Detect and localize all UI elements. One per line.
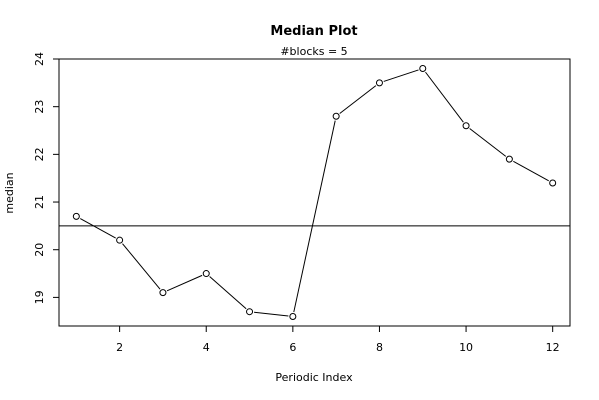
- series-line-segment: [513, 160, 549, 182]
- x-tick-label: 8: [376, 341, 383, 354]
- data-point: [419, 65, 427, 73]
- data-point: [505, 155, 513, 163]
- series-line-segment: [80, 218, 116, 239]
- series-line-segment: [425, 71, 464, 123]
- x-tick-label: 4: [203, 341, 210, 354]
- x-axis-label: Periodic Index: [275, 371, 353, 384]
- series-line-segment: [122, 243, 161, 290]
- plot-frame: [58, 58, 571, 327]
- y-tick-label: 22: [33, 147, 46, 161]
- y-tick-label: 21: [33, 195, 46, 209]
- data-point: [549, 179, 557, 187]
- y-tick-label: 19: [33, 290, 46, 304]
- data-point: [72, 212, 80, 220]
- data-point: [159, 289, 167, 297]
- data-point: [116, 236, 124, 244]
- x-tick-label: 10: [459, 341, 473, 354]
- series-line-segment: [209, 276, 247, 310]
- data-point: [246, 308, 254, 316]
- series-line-segment: [383, 69, 419, 82]
- series-line-segment: [293, 120, 336, 313]
- y-tick-label: 24: [33, 52, 46, 66]
- y-axis-label: median: [3, 172, 16, 213]
- data-point: [332, 112, 340, 120]
- chart-title: Median Plot: [270, 24, 357, 39]
- chart-subtitle: #blocks = 5: [280, 45, 347, 58]
- series-line-segment: [469, 128, 507, 157]
- data-point: [375, 79, 383, 87]
- data-point: [202, 270, 210, 278]
- y-tick-label: 20: [33, 243, 46, 257]
- series-line-segment: [339, 85, 377, 114]
- x-tick-label: 12: [546, 341, 560, 354]
- y-tick-label: 23: [33, 100, 46, 114]
- data-point: [462, 122, 470, 130]
- x-tick-label: 2: [116, 341, 123, 354]
- data-point: [289, 312, 297, 320]
- series-line-segment: [166, 274, 203, 292]
- x-tick-label: 6: [289, 341, 296, 354]
- series-line-segment: [253, 311, 289, 317]
